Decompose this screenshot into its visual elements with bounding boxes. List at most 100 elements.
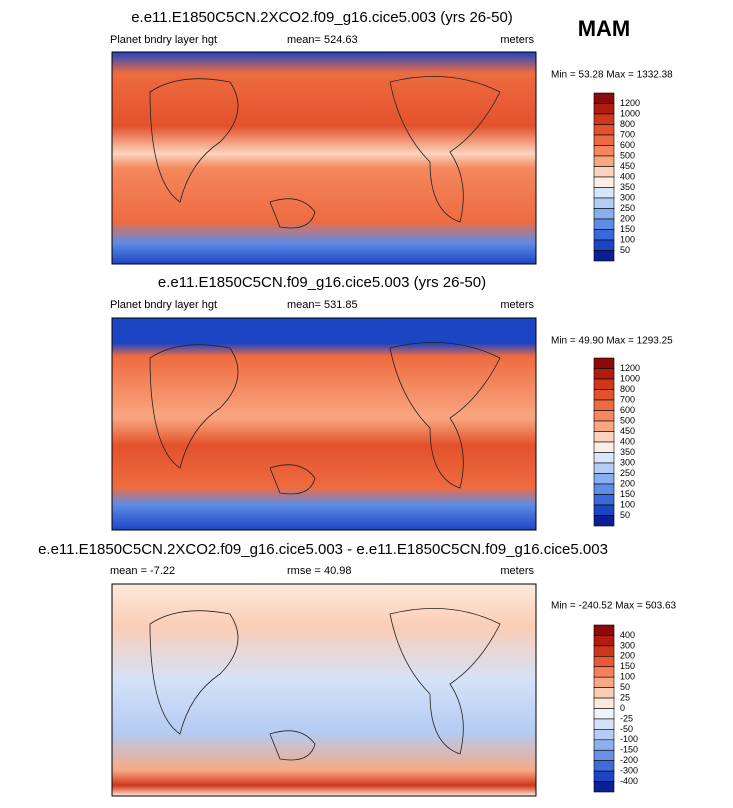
colorbar-swatch	[593, 378, 615, 390]
colorbar-swatch	[593, 494, 615, 506]
min-max: Min = -240.52 Max = 503.63	[551, 601, 677, 612]
colorbar-swatch	[593, 483, 615, 495]
right-label: meters	[500, 34, 534, 46]
colorbar-swatch	[593, 357, 615, 369]
continent	[389, 75, 501, 223]
colorbar-label: 350	[620, 447, 635, 457]
colorbar-swatch	[593, 103, 615, 115]
colorbar-label: 450	[620, 161, 635, 171]
colorbar-label: -300	[620, 766, 638, 776]
colorbar-swatch	[593, 739, 615, 751]
colorbar-swatch	[593, 176, 615, 188]
colorbar-swatch	[593, 687, 615, 699]
colorbar-label: 350	[620, 182, 635, 192]
min-max: Min = 49.90 Max = 1293.25	[551, 336, 673, 347]
continent	[149, 344, 239, 469]
colorbar-label: 0	[620, 703, 625, 713]
colorbar-label: 400	[620, 630, 635, 640]
colorbar-label: 100	[620, 499, 635, 509]
colorbar-swatch	[593, 515, 615, 527]
colorbar-label: 400	[620, 171, 635, 181]
colorbar-swatch	[593, 155, 615, 167]
colorbar-swatch	[593, 113, 615, 125]
colorbar-label: 700	[620, 394, 635, 404]
panel-title: e.e11.E1850C5CN.f09_g16.cice5.003 (yrs 2…	[158, 274, 486, 291]
colorbar-swatch	[593, 770, 615, 782]
colorbar-label: 50	[620, 682, 630, 692]
colorbar-swatch	[593, 462, 615, 474]
colorbar-label: 250	[620, 203, 635, 213]
center-label: mean= 524.63	[287, 34, 358, 46]
colorbar-label: 450	[620, 426, 635, 436]
colorbar-label: 400	[620, 436, 635, 446]
colorbar-swatch	[593, 399, 615, 411]
colorbar-label: 1200	[620, 98, 640, 108]
colorbar-label: 800	[620, 384, 635, 394]
colorbar-swatch	[593, 92, 615, 104]
colorbar-label: -200	[620, 755, 638, 765]
colorbar-label: -150	[620, 745, 638, 755]
colorbar-swatch	[593, 124, 615, 136]
min-max: Min = 53.28 Max = 1332.38	[551, 70, 673, 81]
colorbar-label: -50	[620, 724, 633, 734]
colorbar-swatch	[593, 187, 615, 199]
colorbar-label: 1200	[620, 363, 640, 373]
colorbar-label: 200	[620, 478, 635, 488]
colorbar-swatch	[593, 729, 615, 741]
colorbar-label: 200	[620, 213, 635, 223]
colorbar-label: 1000	[620, 373, 640, 383]
colorbar-swatch	[593, 166, 615, 178]
colorbar-swatch	[593, 239, 615, 251]
colorbar-swatch	[593, 452, 615, 464]
colorbar-swatch	[593, 229, 615, 241]
continent	[149, 78, 239, 203]
continent	[269, 198, 316, 229]
colorbar-swatch	[593, 420, 615, 432]
colorbar-label: 300	[620, 457, 635, 467]
colorbar-swatch	[593, 624, 615, 636]
continent	[269, 464, 316, 495]
colorbar-swatch	[593, 250, 615, 262]
colorbar-swatch	[593, 666, 615, 678]
colorbar-swatch	[593, 410, 615, 422]
colorbar-swatch	[593, 760, 615, 772]
colorbar-label: -100	[620, 734, 638, 744]
colorbar-swatch	[593, 708, 615, 720]
colorbar-swatch	[593, 197, 615, 209]
colorbar-swatch	[593, 635, 615, 647]
colorbar-label: -400	[620, 776, 638, 786]
colorbar-label: 50	[620, 245, 630, 255]
map	[111, 51, 537, 265]
colorbar-label: 500	[620, 415, 635, 425]
colorbar-label: 500	[620, 150, 635, 160]
colorbar-swatch	[593, 749, 615, 761]
colorbar-label: 600	[620, 140, 635, 150]
map	[111, 317, 537, 531]
colorbar-label: 100	[620, 234, 635, 244]
panel-title: e.e11.E1850C5CN.2XCO2.f09_g16.cice5.003 …	[38, 541, 608, 558]
colorbar-label: 25	[620, 692, 630, 702]
colorbar-swatch	[593, 134, 615, 146]
colorbar-swatch	[593, 781, 615, 793]
colorbar-swatch	[593, 656, 615, 668]
center-label: mean= 531.85	[287, 299, 358, 311]
colorbar-label: 200	[620, 651, 635, 661]
colorbar-swatch	[593, 208, 615, 220]
continent	[389, 607, 501, 755]
colorbar-swatch	[593, 389, 615, 401]
colorbar-label: 250	[620, 468, 635, 478]
colorbar-label: 150	[620, 661, 635, 671]
colorbar-swatch	[593, 441, 615, 453]
map	[111, 583, 537, 797]
colorbar-swatch	[593, 504, 615, 516]
continent	[389, 341, 501, 489]
continent	[269, 730, 316, 761]
colorbar-swatch	[593, 368, 615, 380]
colorbar-label: 1000	[620, 108, 640, 118]
colorbar-swatch	[593, 676, 615, 688]
colorbar-swatch	[593, 473, 615, 485]
left-label: mean = -7.22	[110, 565, 175, 577]
colorbar-label: -25	[620, 713, 633, 723]
colorbar-swatch	[593, 431, 615, 443]
